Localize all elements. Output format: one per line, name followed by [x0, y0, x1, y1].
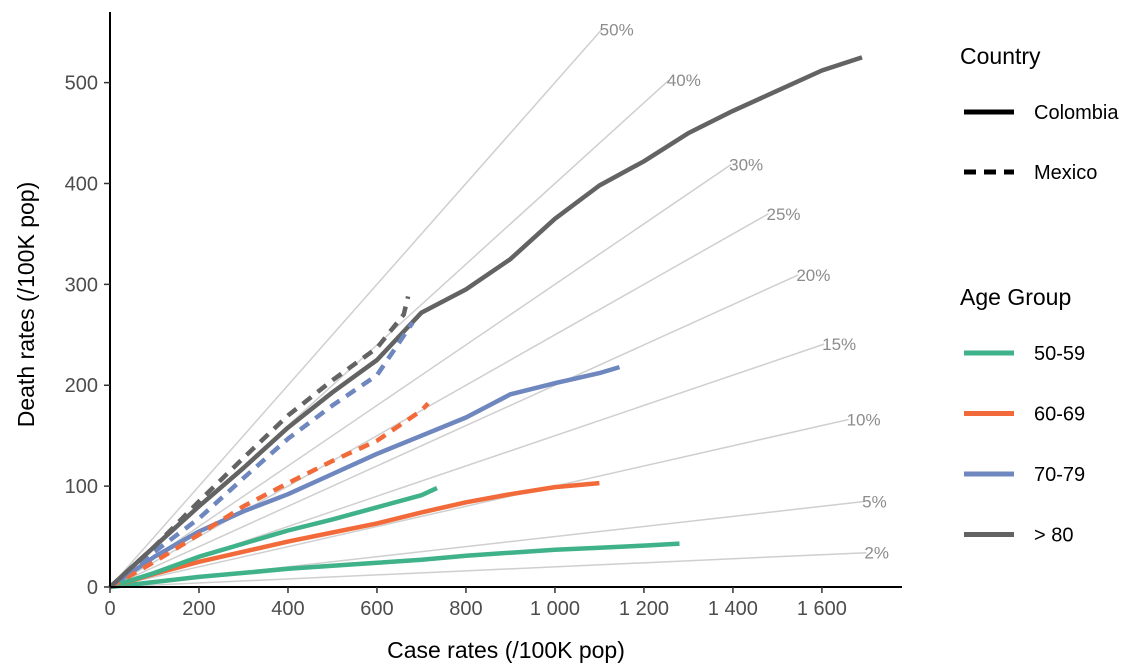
reference-label: 10%	[847, 411, 881, 430]
legend-age-title: Age Group	[960, 284, 1071, 310]
reference-label: 30%	[729, 156, 763, 175]
series-line	[109, 480, 600, 590]
reference-line	[109, 29, 603, 588]
x-axis-ticks: 0 200 400 600 800 1 000 1 200 1 400 1 600	[104, 587, 847, 620]
x-tick-label: 400	[271, 598, 304, 620]
series-line	[108, 295, 411, 589]
reference-label: 15%	[822, 335, 856, 354]
y-axis-ticks: 0 100 200 300 400 500	[65, 73, 110, 599]
reference-line	[109, 551, 867, 588]
reference-label: 50%	[600, 21, 634, 40]
legend-age-items: 50-59 60-69 70-79 > 80	[964, 343, 1085, 547]
series-line	[108, 364, 621, 589]
x-tick-label: 1 400	[708, 598, 758, 620]
reference-label: 20%	[796, 266, 830, 285]
reference-label: 2%	[864, 544, 889, 563]
reference-label: 40%	[667, 71, 701, 90]
x-tick-label: 600	[360, 598, 393, 620]
legend-label: > 80	[1034, 525, 1073, 547]
series-line	[109, 486, 438, 590]
legend-label: 70-79	[1034, 464, 1085, 486]
reference-line	[109, 418, 849, 588]
x-axis-title: Case rates (/100K pop)	[387, 637, 625, 663]
x-tick-label: 0	[104, 598, 115, 620]
x-tick-label: 200	[182, 598, 215, 620]
legend-label: 60-69	[1034, 404, 1085, 426]
y-tick-label: 0	[87, 577, 98, 599]
reference-label: 25%	[767, 205, 801, 224]
x-tick-label: 1 200	[619, 598, 669, 620]
legend-label: 50-59	[1034, 343, 1085, 365]
axes	[109, 12, 902, 588]
x-tick-label: 1 600	[797, 598, 847, 620]
reference-line	[109, 213, 769, 588]
x-tick-label: 800	[449, 598, 482, 620]
legend-label: Mexico	[1034, 162, 1097, 184]
series-line	[109, 541, 680, 590]
legend-country-title: Country	[960, 43, 1041, 69]
y-tick-label: 500	[65, 73, 98, 95]
legend: Country Colombia Mexico Age Group 50-59 60…	[960, 43, 1119, 547]
y-tick-label: 100	[65, 476, 98, 498]
series-line	[108, 321, 415, 589]
y-tick-label: 300	[65, 274, 98, 296]
y-axis-title: Death rates (/100K pop)	[13, 182, 39, 427]
reference-line	[109, 274, 799, 588]
y-tick-label: 400	[65, 173, 98, 195]
reference-label: 5%	[862, 493, 887, 512]
y-tick-label: 200	[65, 375, 98, 397]
series-lines	[108, 55, 863, 590]
legend-country-items: Colombia Mexico	[964, 102, 1119, 184]
reference-line	[109, 163, 732, 588]
series-line	[108, 55, 863, 589]
reference-labels: 50% 40% 30% 25% 20% 15% 10% 5% 2%	[600, 21, 889, 563]
reference-lines	[109, 29, 867, 588]
x-tick-label: 1 000	[530, 598, 580, 620]
legend-label: Colombia	[1034, 102, 1119, 124]
